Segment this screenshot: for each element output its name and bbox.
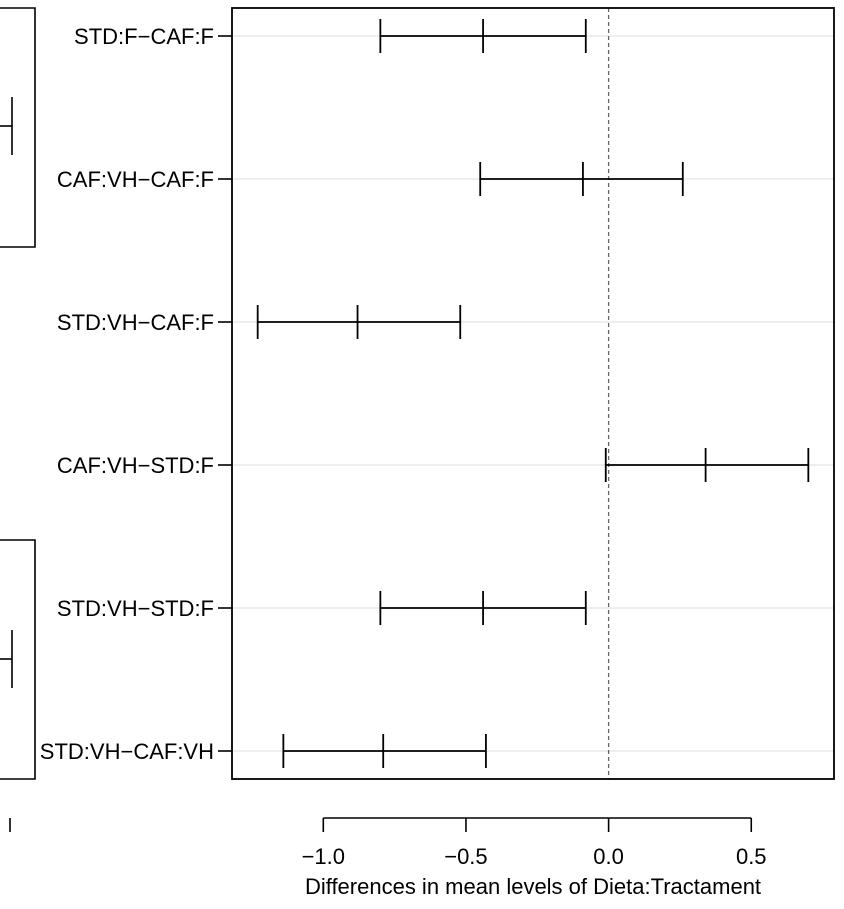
y-tick-label: STD:F−CAF:F bbox=[74, 24, 214, 49]
neighbor-panel-frame-bottom bbox=[0, 539, 36, 780]
plot-frame bbox=[231, 7, 835, 780]
interval-0 bbox=[379, 19, 587, 53]
interval-4 bbox=[379, 591, 587, 625]
x-axis: −1.0 −0.5 0.0 0.5 bbox=[302, 817, 767, 869]
x-tick-label: −1.0 bbox=[302, 844, 345, 869]
neighbor-panel-fragments bbox=[0, 7, 36, 832]
y-tick-label: STD:VH−CAF:VH bbox=[40, 739, 214, 764]
y-tick-label: CAF:VH−CAF:F bbox=[57, 167, 214, 192]
confidence-intervals bbox=[256, 19, 810, 768]
x-axis-title: Differences in mean levels of Dieta:Trac… bbox=[305, 874, 761, 899]
interval-3 bbox=[604, 448, 810, 482]
interval-1 bbox=[479, 162, 684, 196]
neighbor-panel-frame-top bbox=[0, 7, 36, 248]
y-tick-label: CAF:VH−STD:F bbox=[57, 453, 214, 478]
y-tick-label: STD:VH−STD:F bbox=[57, 596, 214, 621]
y-axis: STD:F−CAF:F CAF:VH−CAF:F STD:VH−CAF:F CAF:V… bbox=[40, 24, 232, 764]
interval-2 bbox=[256, 305, 462, 339]
gridlines bbox=[232, 35, 834, 752]
interval-5 bbox=[282, 734, 487, 768]
y-tick-label: STD:VH−CAF:F bbox=[57, 310, 214, 335]
x-tick-label: 0.0 bbox=[593, 844, 624, 869]
x-tick-label: 0.5 bbox=[736, 844, 767, 869]
x-tick-label: −0.5 bbox=[444, 844, 487, 869]
